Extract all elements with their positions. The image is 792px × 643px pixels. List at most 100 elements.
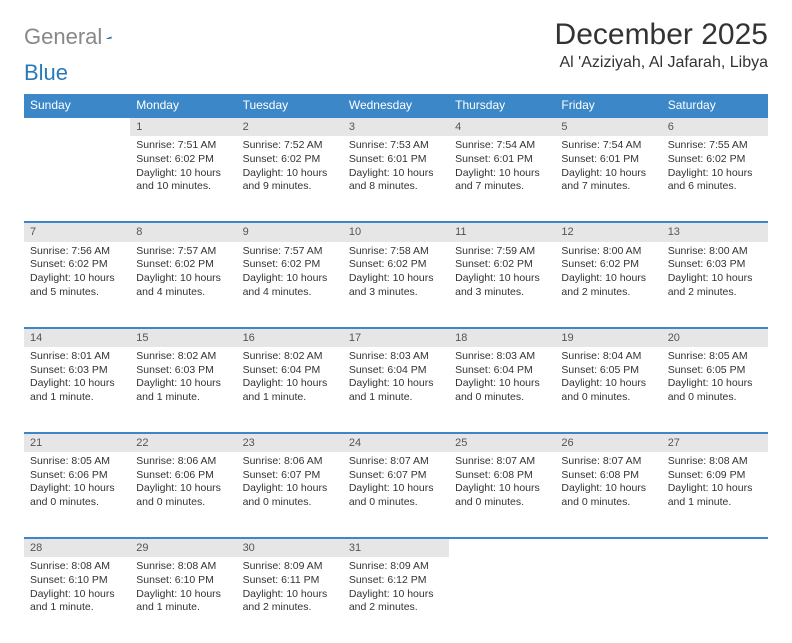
day-number-cell: 3 (343, 117, 449, 136)
day-info-cell (24, 136, 130, 222)
day-info-cell: Sunrise: 8:04 AMSunset: 6:05 PMDaylight:… (555, 347, 661, 433)
title-block: December 2025 Al 'Aziziyah, Al Jafarah, … (555, 18, 768, 72)
day-info-cell: Sunrise: 8:05 AMSunset: 6:06 PMDaylight:… (24, 452, 130, 538)
sunset-text: Sunset: 6:02 PM (243, 153, 337, 167)
day-number-cell: 17 (343, 328, 449, 347)
day-number-cell: 10 (343, 222, 449, 241)
day-info-cell: Sunrise: 7:55 AMSunset: 6:02 PMDaylight:… (662, 136, 768, 222)
day-number-cell: 5 (555, 117, 661, 136)
day-number-cell: 9 (237, 222, 343, 241)
sunset-text: Sunset: 6:04 PM (243, 364, 337, 378)
daylight-text: Daylight: 10 hours and 0 minutes. (455, 482, 549, 509)
sunset-text: Sunset: 6:02 PM (455, 258, 549, 272)
day-info-cell (662, 557, 768, 643)
day-number-cell: 24 (343, 433, 449, 452)
sunrise-text: Sunrise: 7:58 AM (349, 245, 443, 259)
day-number-cell: 21 (24, 433, 130, 452)
day-info-row: Sunrise: 8:05 AMSunset: 6:06 PMDaylight:… (24, 452, 768, 538)
sunrise-text: Sunrise: 8:08 AM (136, 560, 230, 574)
day-number-row: 21222324252627 (24, 433, 768, 452)
location: Al 'Aziziyah, Al Jafarah, Libya (555, 54, 768, 72)
day-info-cell: Sunrise: 8:07 AMSunset: 6:07 PMDaylight:… (343, 452, 449, 538)
weekday-header-row: SundayMondayTuesdayWednesdayThursdayFrid… (24, 94, 768, 117)
day-info-cell: Sunrise: 8:07 AMSunset: 6:08 PMDaylight:… (555, 452, 661, 538)
day-info-cell: Sunrise: 8:02 AMSunset: 6:04 PMDaylight:… (237, 347, 343, 433)
sunset-text: Sunset: 6:03 PM (668, 258, 762, 272)
sunrise-text: Sunrise: 8:02 AM (136, 350, 230, 364)
daylight-text: Daylight: 10 hours and 1 minute. (30, 588, 124, 615)
daylight-text: Daylight: 10 hours and 0 minutes. (561, 482, 655, 509)
weekday-header: Sunday (24, 94, 130, 117)
sunset-text: Sunset: 6:03 PM (136, 364, 230, 378)
day-info-cell: Sunrise: 8:03 AMSunset: 6:04 PMDaylight:… (449, 347, 555, 433)
day-number-row: 28293031 (24, 538, 768, 557)
day-number-cell: 4 (449, 117, 555, 136)
day-number-row: 78910111213 (24, 222, 768, 241)
day-info-cell: Sunrise: 8:07 AMSunset: 6:08 PMDaylight:… (449, 452, 555, 538)
sunrise-text: Sunrise: 7:51 AM (136, 139, 230, 153)
day-number-cell: 26 (555, 433, 661, 452)
day-info-cell: Sunrise: 8:00 AMSunset: 6:02 PMDaylight:… (555, 242, 661, 328)
day-info-cell: Sunrise: 8:09 AMSunset: 6:11 PMDaylight:… (237, 557, 343, 643)
daylight-text: Daylight: 10 hours and 7 minutes. (561, 167, 655, 194)
day-info-cell: Sunrise: 7:58 AMSunset: 6:02 PMDaylight:… (343, 242, 449, 328)
weekday-header: Monday (130, 94, 236, 117)
day-info-cell: Sunrise: 8:03 AMSunset: 6:04 PMDaylight:… (343, 347, 449, 433)
sunset-text: Sunset: 6:09 PM (668, 469, 762, 483)
sunrise-text: Sunrise: 7:54 AM (561, 139, 655, 153)
day-number-cell: 31 (343, 538, 449, 557)
weekday-header: Tuesday (237, 94, 343, 117)
sunrise-text: Sunrise: 8:06 AM (136, 455, 230, 469)
sunset-text: Sunset: 6:02 PM (136, 258, 230, 272)
daylight-text: Daylight: 10 hours and 3 minutes. (349, 272, 443, 299)
sunrise-text: Sunrise: 8:03 AM (349, 350, 443, 364)
daylight-text: Daylight: 10 hours and 0 minutes. (30, 482, 124, 509)
day-info-cell: Sunrise: 8:08 AMSunset: 6:09 PMDaylight:… (662, 452, 768, 538)
sunrise-text: Sunrise: 8:09 AM (243, 560, 337, 574)
sunset-text: Sunset: 6:06 PM (30, 469, 124, 483)
logo-text-2: Blue (24, 60, 68, 86)
sunset-text: Sunset: 6:02 PM (668, 153, 762, 167)
sunrise-text: Sunrise: 7:56 AM (30, 245, 124, 259)
sunrise-text: Sunrise: 7:53 AM (349, 139, 443, 153)
day-info-cell: Sunrise: 7:56 AMSunset: 6:02 PMDaylight:… (24, 242, 130, 328)
day-number-cell: 16 (237, 328, 343, 347)
weekday-header: Saturday (662, 94, 768, 117)
sunset-text: Sunset: 6:08 PM (561, 469, 655, 483)
day-info-cell: Sunrise: 8:05 AMSunset: 6:05 PMDaylight:… (662, 347, 768, 433)
day-number-row: 14151617181920 (24, 328, 768, 347)
sunset-text: Sunset: 6:01 PM (561, 153, 655, 167)
sunrise-text: Sunrise: 8:08 AM (668, 455, 762, 469)
day-info-cell: Sunrise: 8:08 AMSunset: 6:10 PMDaylight:… (130, 557, 236, 643)
day-info-cell: Sunrise: 7:51 AMSunset: 6:02 PMDaylight:… (130, 136, 236, 222)
sunrise-text: Sunrise: 8:02 AM (243, 350, 337, 364)
day-number-cell: 6 (662, 117, 768, 136)
sunrise-text: Sunrise: 7:57 AM (136, 245, 230, 259)
sunrise-text: Sunrise: 8:01 AM (30, 350, 124, 364)
daylight-text: Daylight: 10 hours and 10 minutes. (136, 167, 230, 194)
sunset-text: Sunset: 6:06 PM (136, 469, 230, 483)
day-number-cell: 23 (237, 433, 343, 452)
day-number-cell: 13 (662, 222, 768, 241)
day-number-row: 123456 (24, 117, 768, 136)
sunrise-text: Sunrise: 8:07 AM (561, 455, 655, 469)
day-info-row: Sunrise: 8:01 AMSunset: 6:03 PMDaylight:… (24, 347, 768, 433)
day-info-cell: Sunrise: 7:59 AMSunset: 6:02 PMDaylight:… (449, 242, 555, 328)
sunrise-text: Sunrise: 7:52 AM (243, 139, 337, 153)
sunrise-text: Sunrise: 8:05 AM (668, 350, 762, 364)
daylight-text: Daylight: 10 hours and 4 minutes. (136, 272, 230, 299)
sunset-text: Sunset: 6:02 PM (349, 258, 443, 272)
sunrise-text: Sunrise: 8:00 AM (561, 245, 655, 259)
day-info-cell: Sunrise: 7:57 AMSunset: 6:02 PMDaylight:… (237, 242, 343, 328)
day-number-cell: 25 (449, 433, 555, 452)
sunset-text: Sunset: 6:02 PM (561, 258, 655, 272)
sunset-text: Sunset: 6:07 PM (349, 469, 443, 483)
daylight-text: Daylight: 10 hours and 1 minute. (136, 377, 230, 404)
day-number-cell: 14 (24, 328, 130, 347)
day-number-cell: 8 (130, 222, 236, 241)
day-info-cell (555, 557, 661, 643)
daylight-text: Daylight: 10 hours and 0 minutes. (561, 377, 655, 404)
day-number-cell: 30 (237, 538, 343, 557)
sunset-text: Sunset: 6:10 PM (136, 574, 230, 588)
day-info-cell: Sunrise: 8:06 AMSunset: 6:06 PMDaylight:… (130, 452, 236, 538)
